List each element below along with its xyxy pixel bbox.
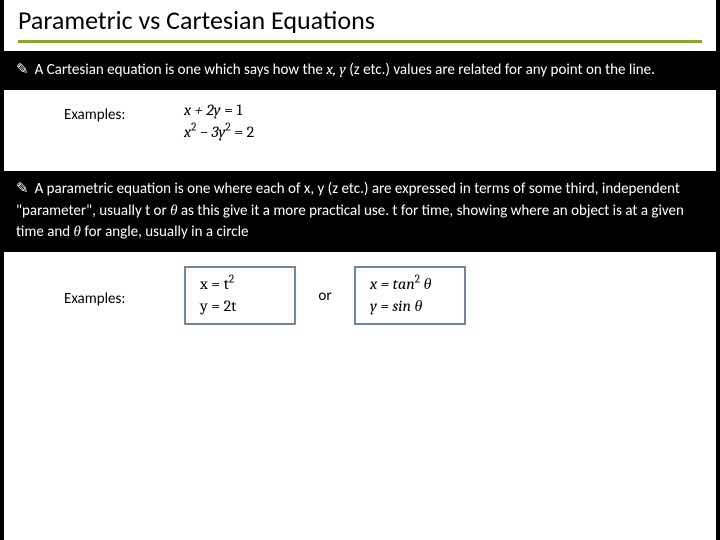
param-theta-eq-y: y = sin θ bbox=[370, 296, 450, 318]
param-t-x-pre: x = t bbox=[200, 275, 229, 293]
definition-cartesian: ✎ A Cartesian equation is one which says … bbox=[4, 51, 716, 90]
param-theta-eq-x: x = tan2 θ bbox=[370, 274, 450, 296]
eq1-rhs: = 1 bbox=[221, 101, 243, 119]
def-parametric-post: for angle, usually in a circle bbox=[81, 223, 249, 241]
pen-icon: ✎ bbox=[16, 60, 29, 80]
param-t-eq-x: x = t2 bbox=[200, 274, 280, 296]
or-separator: or bbox=[296, 287, 354, 305]
def-cartesian-pre: A Cartesian equation is one which says h… bbox=[35, 61, 327, 79]
examples-label-2: Examples: bbox=[64, 284, 184, 308]
param-theta-x-post: θ bbox=[420, 275, 431, 293]
cartesian-eq-1: x + 2y = 1 bbox=[184, 100, 254, 122]
cartesian-equations: x + 2y = 1 x2 − 3y2 = 2 bbox=[184, 100, 254, 143]
eq2-rhs: = 2 bbox=[231, 123, 254, 141]
param-t-eq-y: y = 2t bbox=[200, 296, 280, 318]
cartesian-examples-row: Examples: x + 2y = 1 x2 − 3y2 = 2 bbox=[4, 90, 716, 143]
slide-content: Parametric vs Cartesian Equations ✎ A Car… bbox=[4, 0, 716, 540]
def-parametric-theta2: θ bbox=[74, 222, 81, 240]
parametric-eq-box-theta: x = tan2 θ y = sin θ bbox=[354, 266, 466, 325]
def-cartesian-vars: x, y bbox=[326, 60, 346, 78]
param-theta-x-pre: x = tan bbox=[370, 275, 415, 293]
slide: Parametric vs Cartesian Equations ✎ A Car… bbox=[0, 0, 720, 540]
eq1-lhs: x + 2y bbox=[184, 101, 221, 119]
slide-title: Parametric vs Cartesian Equations bbox=[18, 4, 702, 38]
examples-label-1: Examples: bbox=[64, 100, 184, 124]
title-underline bbox=[18, 40, 702, 43]
cartesian-eq-2: x2 − 3y2 = 2 bbox=[184, 122, 254, 144]
parametric-eq-box-t: x = t2 y = 2t bbox=[184, 266, 296, 325]
title-area: Parametric vs Cartesian Equations bbox=[4, 0, 716, 43]
parametric-examples-row: Examples: x = t2 y = 2t or x = tan2 θ y … bbox=[4, 252, 716, 325]
def-cartesian-post: (z etc.) values are related for any poin… bbox=[346, 61, 655, 79]
eq2-y: − 3y bbox=[196, 123, 225, 141]
pen-icon: ✎ bbox=[16, 179, 29, 199]
param-t-x-sup: 2 bbox=[229, 273, 234, 286]
definition-parametric: ✎A parametric equation is one where each… bbox=[4, 171, 716, 252]
